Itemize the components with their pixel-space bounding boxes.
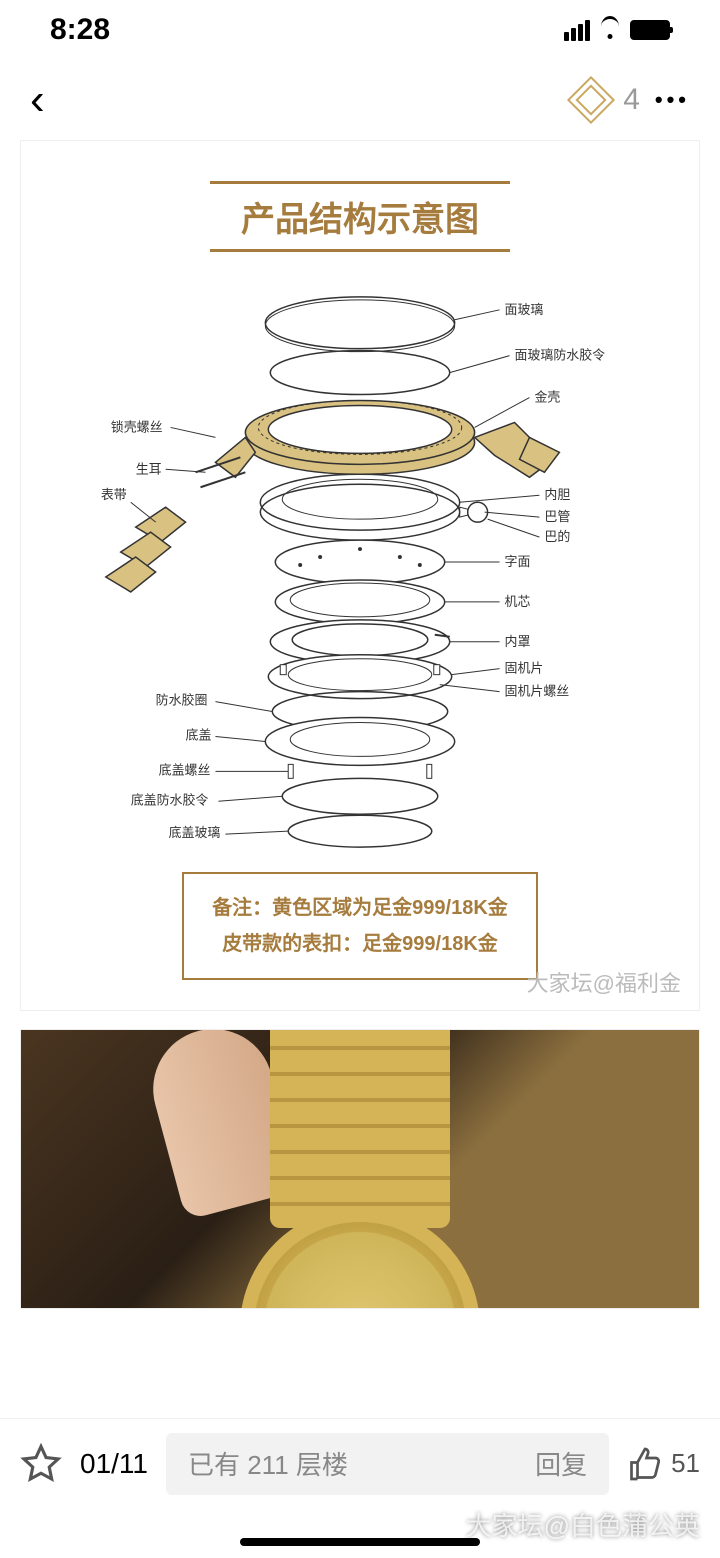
note-line2: 皮带款的表扣：足金999/18K金	[212, 926, 508, 962]
label: 防水胶圈	[156, 693, 208, 708]
coin-icon[interactable]	[567, 76, 615, 124]
label: 面玻璃	[505, 302, 544, 317]
diagram-title: 产品结构示意图	[210, 181, 510, 252]
label: 锁壳螺丝	[111, 419, 163, 434]
diagram-note: 备注：黄色区域为足金999/18K金 皮带款的表扣：足金999/18K金	[182, 872, 538, 980]
footer-watermark: 大家坛@白色蒲公英	[466, 1506, 700, 1543]
label: 内罩	[505, 634, 531, 649]
signal-icon	[564, 20, 590, 41]
comment-placeholder: 已有 211 层楼	[188, 1445, 348, 1482]
home-indicator[interactable]	[240, 1538, 480, 1546]
label: 表带	[101, 487, 127, 502]
comment-input[interactable]: 已有 211 层楼 回复	[166, 1433, 609, 1495]
favorite-button[interactable]	[20, 1443, 62, 1485]
status-bar: 8:28	[0, 0, 720, 60]
content: 产品结构示意图	[0, 140, 720, 1309]
label: 生耳	[136, 461, 162, 476]
label: 机芯	[505, 594, 531, 609]
nav-bar: ‹ 4 •••	[0, 60, 720, 140]
label: 固机片螺丝	[505, 684, 570, 699]
label: 内胆	[544, 487, 570, 502]
label: 底盖防水胶令	[131, 792, 209, 807]
label: 字面	[505, 554, 531, 569]
label: 金壳	[534, 390, 560, 405]
label: 底盖	[186, 727, 212, 742]
exploded-diagram: 面玻璃 面玻璃防水胶令 金壳 内胆 巴管 巴的 字面 机芯 内罩 固机片 固机片…	[41, 277, 679, 857]
bottom-bar: 01/11 已有 211 层楼 回复 51	[0, 1418, 720, 1508]
like-button[interactable]: 51	[627, 1446, 700, 1482]
label: 巴管	[544, 509, 570, 524]
page-indicator[interactable]: 01/11	[80, 1448, 148, 1480]
like-count: 51	[671, 1448, 700, 1479]
label: 底盖玻璃	[169, 825, 221, 840]
status-time: 8:28	[50, 13, 110, 47]
wifi-icon	[598, 21, 622, 39]
label: 底盖螺丝	[159, 762, 211, 777]
diagram-card[interactable]: 产品结构示意图	[20, 140, 700, 1011]
watermark: 大家坛@福利金	[527, 966, 681, 998]
note-line1: 备注：黄色区域为足金999/18K金	[212, 890, 508, 926]
label: 固机片	[505, 661, 544, 676]
label: 巴的	[544, 529, 570, 544]
nav-right: 4 •••	[574, 83, 690, 117]
bracelet	[270, 1029, 450, 1228]
watch-photo[interactable]	[20, 1029, 700, 1309]
more-button[interactable]: •••	[655, 87, 690, 113]
thumb-up-icon	[627, 1446, 663, 1482]
reply-label: 回复	[535, 1445, 587, 1482]
coin-count: 4	[623, 83, 640, 117]
label: 面玻璃防水胶令	[515, 348, 606, 363]
back-button[interactable]: ‹	[30, 75, 45, 125]
battery-icon	[630, 20, 670, 40]
status-icons	[564, 20, 670, 41]
